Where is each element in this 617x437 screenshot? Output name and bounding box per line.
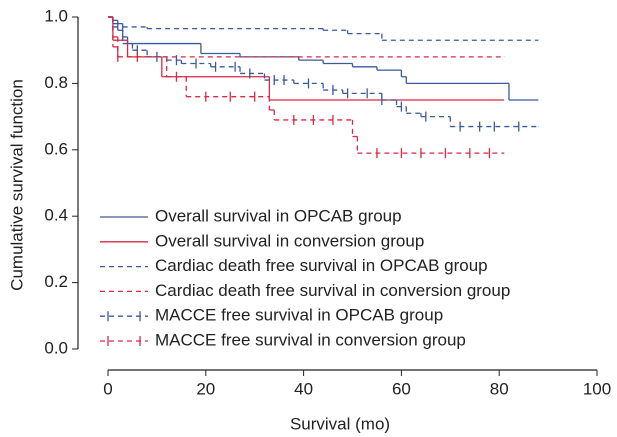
- legend-label: Overall survival in conversion group: [155, 231, 424, 250]
- x-tick-label: 60: [392, 379, 411, 398]
- x-tick-label: 20: [196, 379, 215, 398]
- legend-label: MACCE free survival in OPCAB group: [155, 306, 443, 325]
- y-tick-label: 0.0: [44, 338, 68, 357]
- y-axis-label: Cumulative survival function: [7, 79, 26, 291]
- y-tick-label: 0.4: [44, 206, 68, 225]
- y-tick-label: 0.6: [44, 139, 68, 158]
- x-tick-label: 0: [103, 379, 112, 398]
- legend-label: MACCE free survival in conversion group: [155, 330, 466, 349]
- legend-label: Cardiac death free survival in conversio…: [155, 281, 510, 300]
- x-tick-label: 80: [490, 379, 509, 398]
- x-axis-label: Survival (mo): [290, 414, 390, 433]
- legend-label: Overall survival in OPCAB group: [155, 206, 402, 225]
- y-tick-label: 1.0: [44, 6, 68, 25]
- x-tick-label: 100: [583, 379, 611, 398]
- x-tick-label: 40: [294, 379, 313, 398]
- y-tick-label: 0.2: [44, 272, 68, 291]
- legend-label: Cardiac death free survival in OPCAB gro…: [155, 256, 488, 275]
- y-tick-label: 0.8: [44, 73, 68, 92]
